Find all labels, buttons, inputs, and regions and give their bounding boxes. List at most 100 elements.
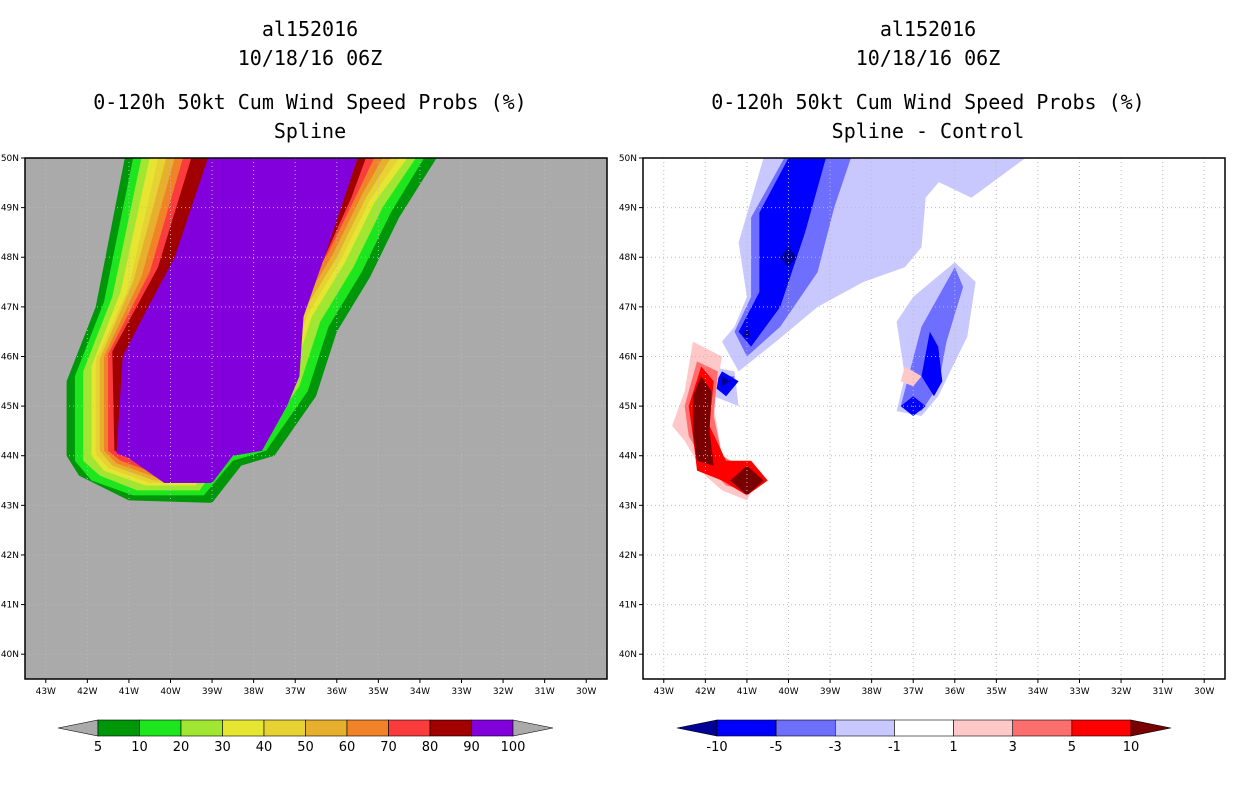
left-colorbar-box-6 xyxy=(305,719,348,737)
left-xtick-label-13: 30W xyxy=(576,687,596,697)
left-colorbar-label-3: 30 xyxy=(214,740,231,755)
right-colorbar: -10 -5 -3 -1 1 3 5 10 xyxy=(676,719,1172,755)
left-ytick-label-5: 45N xyxy=(1,402,19,412)
right-contour-1 xyxy=(929,158,1026,198)
right-colorbar-box-6 xyxy=(1012,719,1073,737)
left-colorbar-label-6: 60 xyxy=(339,740,356,755)
right-ytick-label-6: 46N xyxy=(619,352,637,362)
left-colorbar-box-7 xyxy=(346,719,389,737)
left-colorbar-label-8: 80 xyxy=(422,740,439,755)
right-ytick-label-3: 43N xyxy=(619,501,637,511)
right-ytick-label-10: 50N xyxy=(619,154,637,164)
left-colorbar-box-1 xyxy=(97,719,140,737)
left-ytick-label-1: 41N xyxy=(1,601,19,611)
left-xtick-label-8: 35W xyxy=(368,687,388,697)
left-subtitle: Spline xyxy=(273,119,347,143)
right-ytick-label-5: 45N xyxy=(619,402,637,412)
right-xtick-label-11: 32W xyxy=(1111,687,1131,697)
left-colorbar-label-5: 50 xyxy=(297,740,314,755)
right-colorbar-label-4: 1 xyxy=(949,740,957,755)
right-contour-18 xyxy=(692,376,714,466)
left-xtick-label-11: 32W xyxy=(493,687,513,697)
left-ytick-label-4: 44N xyxy=(1,452,19,462)
right-axes: 43W 42W 41W 40W 39W 38W 37W 36W 35W 34W 33W 32W 31W 3… xyxy=(619,154,1215,697)
right-colorbar-label-2: -3 xyxy=(829,740,842,755)
left-ytick-label-9: 49N xyxy=(1,204,19,214)
left-storm-id: al152016 xyxy=(261,17,359,41)
right-subtitle: Spline - Control xyxy=(831,119,1025,143)
left-colorbar-label-7: 70 xyxy=(380,740,397,755)
left-colorbar-box-9 xyxy=(429,719,472,737)
left-contour-9 xyxy=(116,158,358,483)
left-xtick-label-2: 41W xyxy=(119,687,139,697)
right-contour-12 xyxy=(742,326,752,337)
left-colorbar-box-8 xyxy=(388,719,431,737)
right-ytick-label-8: 48N xyxy=(619,253,637,263)
left-gridlines xyxy=(25,158,607,679)
left-xtick-label-7: 36W xyxy=(327,687,347,697)
left-ytick-label-0: 40N xyxy=(1,650,19,660)
left-colorbar-box-5 xyxy=(263,719,306,737)
left-xtick-label-3: 40W xyxy=(160,687,180,697)
right-xtick-label-1: 42W xyxy=(695,687,715,697)
right-xtick-label-12: 31W xyxy=(1152,687,1172,697)
right-ytick-label-9: 49N xyxy=(619,204,637,214)
left-xtick-label-1: 42W xyxy=(77,687,97,697)
left-colorbar-label-1: 10 xyxy=(131,740,148,755)
right-xtick-label-7: 36W xyxy=(945,687,965,697)
left-colorbar-box-3 xyxy=(180,719,223,737)
right-colorbar-upper-arrow xyxy=(1130,719,1172,737)
right-colorbar-label-6: 5 xyxy=(1068,740,1076,755)
right-xtick-label-5: 38W xyxy=(861,687,881,697)
right-colorbar-label-7: 10 xyxy=(1123,740,1140,755)
left-xtick-label-6: 37W xyxy=(285,687,305,697)
left-colorbar-label-2: 20 xyxy=(173,740,190,755)
right-colorbar-box-5 xyxy=(953,719,1014,737)
right-xtick-label-8: 35W xyxy=(986,687,1006,697)
right-colorbar-label-0: -10 xyxy=(706,740,727,755)
right-xtick-label-9: 34W xyxy=(1028,687,1048,697)
left-xtick-label-12: 31W xyxy=(534,687,554,697)
right-colorbar-box-4 xyxy=(894,719,954,737)
right-xtick-label-3: 40W xyxy=(778,687,798,697)
right-contour-10 xyxy=(713,371,739,397)
right-xtick-label-2: 41W xyxy=(737,687,757,697)
right-contour-15 xyxy=(900,366,922,387)
right-xtick-label-6: 37W xyxy=(903,687,923,697)
right-colorbar-label-5: 3 xyxy=(1009,740,1017,755)
right-date: 10/18/16 06Z xyxy=(855,46,1001,70)
left-colorbar-label-0: 5 xyxy=(94,740,102,755)
right-contour-19 xyxy=(730,465,764,496)
right-storm-id: al152016 xyxy=(879,17,977,41)
right-xtick-label-4: 39W xyxy=(820,687,840,697)
left-ytick-label-7: 47N xyxy=(1,303,19,313)
right-colorbar-box-3 xyxy=(834,719,895,737)
left-colorbar-label-4: 40 xyxy=(256,740,273,755)
right-colorbar-label-1: -5 xyxy=(770,740,783,755)
right-colorbar-box-1 xyxy=(716,719,777,737)
right-plot-background xyxy=(643,158,1225,679)
right-colorbar-lower-arrow xyxy=(676,719,718,737)
left-ytick-label-10: 50N xyxy=(1,154,19,164)
left-contours xyxy=(66,158,437,503)
right-contour-13 xyxy=(722,376,731,387)
left-colorbar-label-10: 100 xyxy=(501,740,526,755)
right-frame xyxy=(642,157,1226,680)
left-xtick-label-5: 38W xyxy=(243,687,263,697)
right-ytick-label-7: 47N xyxy=(619,303,637,313)
right-contour-11 xyxy=(780,247,797,268)
left-colorbar-upper-arrow xyxy=(512,719,554,737)
right-gridlines xyxy=(643,158,1225,679)
left-colorbar-box-2 xyxy=(139,719,182,737)
left-title: 0-120h 50kt Cum Wind Speed Probs (%) xyxy=(93,90,527,114)
left-colorbar-box-10 xyxy=(471,719,514,737)
left-colorbar: 5 10 20 30 40 50 60 70 80 90 100 xyxy=(57,719,554,755)
left-xtick-label-4: 39W xyxy=(202,687,222,697)
left-frame xyxy=(24,157,608,680)
left-colorbar-box-4 xyxy=(222,719,265,737)
left-ytick-label-8: 48N xyxy=(1,253,19,263)
right-contour-7 xyxy=(738,158,826,347)
left-date: 10/18/16 06Z xyxy=(237,46,383,70)
left-ytick-label-6: 46N xyxy=(1,352,19,362)
